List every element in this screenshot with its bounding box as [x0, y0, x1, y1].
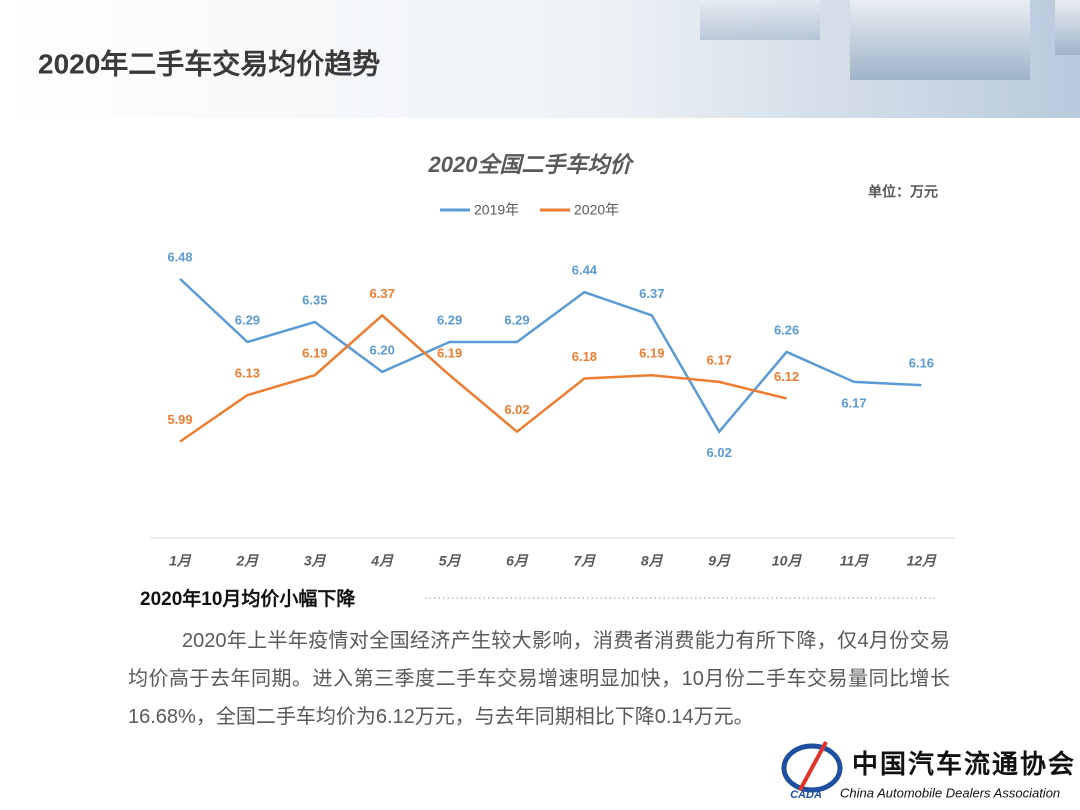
logo-abbr: CADA	[790, 789, 822, 801]
x-tick-label: 12月	[907, 553, 938, 569]
data-label: 6.17	[841, 395, 866, 410]
data-label: 6.35	[302, 292, 327, 307]
logo: CADA 中国汽车流通协会 China Automobile Dealers A…	[781, 741, 1076, 801]
section-heading: 2020年10月均价小幅下降	[140, 587, 356, 610]
logo-mark	[781, 743, 843, 793]
x-tick-label: 7月	[574, 553, 597, 569]
data-label: 6.20	[370, 342, 395, 357]
data-label: 6.18	[572, 349, 597, 364]
legend-label: 2020年	[574, 202, 619, 218]
data-label: 6.26	[774, 322, 799, 337]
data-label: 6.13	[235, 366, 260, 381]
logo-name-cn: 中国汽车流通协会	[852, 749, 1076, 779]
data-label: 6.19	[302, 346, 327, 361]
x-tick-label: 4月	[370, 553, 394, 569]
data-label: 6.16	[909, 356, 934, 371]
data-label: 6.29	[235, 312, 260, 327]
data-label: 6.12	[774, 369, 799, 384]
data-label: 6.17	[707, 352, 732, 367]
data-label: 5.99	[167, 412, 192, 427]
logo-name-en: China Automobile Dealers Association	[840, 785, 1060, 800]
x-tick-label: 1月	[169, 553, 192, 569]
x-tick-label: 11月	[840, 553, 870, 569]
data-label: 6.29	[504, 312, 529, 327]
data-label: 6.37	[370, 286, 395, 301]
x-tick-label: 8月	[641, 553, 664, 569]
x-tick-label: 9月	[708, 553, 731, 569]
header-decor	[700, 0, 820, 40]
x-tick-label: 6月	[506, 553, 529, 569]
data-label: 6.37	[639, 286, 664, 301]
chart-title: 2020全国二手车均价	[428, 152, 635, 177]
header-decor	[850, 0, 1030, 80]
unit-label: 单位：万元	[868, 184, 938, 200]
data-label: 6.02	[707, 445, 732, 460]
data-label: 6.02	[504, 402, 529, 417]
data-label: 6.29	[437, 312, 462, 327]
series-line	[179, 277, 922, 434]
series-line	[179, 313, 787, 443]
data-label: 6.48	[167, 249, 192, 264]
logo-mark	[798, 741, 828, 791]
legend-label: 2019年	[474, 202, 519, 218]
x-tick-label: 3月	[304, 553, 327, 569]
x-tick-label: 2月	[236, 553, 260, 569]
data-label: 6.19	[639, 346, 664, 361]
paragraph: 2020年上半年疫情对全国经济产生较大影响，消费者消费能力有所下降，仅4月份交易…	[128, 630, 950, 728]
header-decor	[1055, 0, 1080, 55]
x-tick-label: 5月	[439, 553, 462, 569]
data-label: 6.19	[437, 346, 462, 361]
header-title: 2020年二手车交易均价趋势	[38, 47, 380, 79]
x-tick-label: 10月	[772, 553, 803, 569]
data-label: 6.44	[572, 263, 598, 278]
